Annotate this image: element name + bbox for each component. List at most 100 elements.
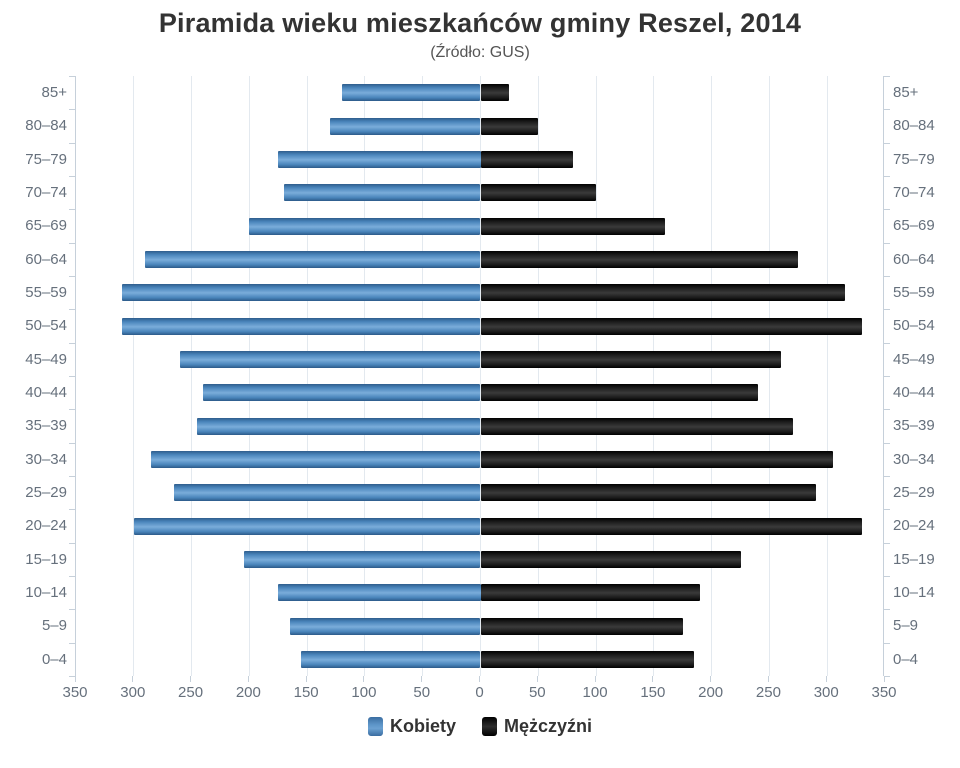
x-axis-tick	[247, 676, 249, 682]
gridline	[422, 76, 424, 676]
y-axis-tick	[884, 209, 890, 211]
x-tick-label: 350	[62, 684, 88, 701]
bar-men-60–64	[480, 250, 799, 268]
bar-men-65–69	[480, 217, 666, 235]
gridline	[768, 76, 770, 676]
age-label-right: 5–9	[893, 617, 919, 635]
plot-area	[75, 76, 884, 676]
x-tick-label: 150	[293, 684, 319, 701]
y-axis-tick	[884, 542, 890, 544]
y-axis-tick	[884, 142, 890, 144]
y-axis-tick	[884, 642, 890, 644]
bar-men-40–44	[480, 384, 758, 402]
x-axis-tick	[74, 676, 76, 682]
gridline	[595, 76, 597, 676]
gridline	[826, 76, 828, 676]
y-axis-tick	[884, 109, 890, 111]
bar-men-45–49	[480, 350, 781, 368]
bar-women-0–4	[301, 650, 481, 668]
legend: Kobiety Mężczyźni	[0, 716, 960, 737]
legend-item-mezczyzni[interactable]: Mężczyźni	[481, 716, 593, 737]
x-axis-tick	[825, 676, 827, 682]
y-axis-tick	[69, 342, 75, 344]
y-axis-tick	[69, 176, 75, 177]
x-axis-tick	[652, 676, 654, 682]
y-axis-tick	[884, 442, 890, 444]
x-axis-tick	[883, 676, 885, 682]
y-axis-tick	[69, 542, 75, 544]
bar-women-75–79	[278, 150, 481, 168]
age-label-right: 70–74	[893, 184, 935, 202]
gridline	[480, 76, 481, 676]
x-tick-label: 200	[235, 684, 261, 701]
chart-subtitle: (Źródło: GUS)	[430, 44, 530, 61]
bar-women-20–24	[133, 517, 481, 535]
x-axis-tick	[594, 676, 596, 682]
y-axis-tick	[69, 209, 75, 211]
y-axis-tick	[69, 242, 75, 244]
legend-item-kobiety[interactable]: Kobiety	[367, 716, 456, 737]
bar-men-70–74	[480, 184, 597, 202]
age-label-right: 45–49	[893, 350, 935, 368]
gridline	[537, 76, 539, 676]
age-label-right: 60–64	[893, 250, 935, 268]
bar-women-80–84	[330, 117, 481, 135]
y-axis-tick	[69, 409, 75, 411]
kobiety-swatch-icon	[367, 717, 383, 736]
x-tick-label: 250	[755, 684, 781, 701]
x-axis-tick	[767, 676, 769, 682]
y-axis-tick	[884, 509, 890, 511]
y-axis-tick	[69, 76, 75, 77]
age-label-right: 0–4	[893, 650, 919, 668]
bar-women-35–39	[197, 417, 481, 435]
age-label-left: 80–84	[25, 117, 67, 135]
gridline	[306, 76, 308, 676]
x-tick-label: 150	[640, 684, 666, 701]
bar-men-10–14	[480, 584, 701, 602]
age-label-right: 20–24	[893, 517, 935, 535]
y-axis-tick	[69, 609, 75, 611]
bar-men-55–59	[480, 284, 845, 302]
age-label-left: 45–49	[25, 350, 67, 368]
y-axis-tick	[884, 376, 890, 377]
bar-men-30–34	[480, 450, 833, 468]
bar-men-20–24	[480, 517, 862, 535]
y-axis-tick	[69, 142, 75, 144]
y-axis-tick	[884, 176, 890, 177]
bar-men-35–39	[480, 417, 793, 435]
age-label-left: 20–24	[25, 517, 67, 535]
age-label-left: 65–69	[25, 217, 67, 235]
age-label-right: 35–39	[893, 417, 935, 435]
age-label-left: 5–9	[41, 617, 67, 635]
y-axis-tick	[69, 442, 75, 444]
age-label-right: 10–14	[893, 584, 935, 602]
gridline	[133, 76, 135, 676]
bar-women-85+	[341, 84, 481, 102]
y-axis-tick	[69, 509, 75, 511]
bar-women-40–44	[203, 384, 481, 402]
x-tick-label: 200	[698, 684, 724, 701]
age-label-right: 15–19	[893, 550, 935, 568]
legend-label-mezczyzni: Mężczyźni	[503, 716, 593, 736]
x-tick-label: 300	[813, 684, 839, 701]
age-label-left: 75–79	[25, 150, 67, 168]
x-tick-label: 100	[582, 684, 608, 701]
x-axis-tick	[536, 676, 538, 682]
x-tick-label: 350	[871, 684, 897, 701]
age-label-right: 50–54	[893, 317, 935, 335]
bar-men-25–29	[480, 484, 816, 502]
gridline	[711, 76, 713, 676]
bar-women-70–74	[284, 184, 481, 202]
bar-men-50–54	[480, 317, 862, 335]
bar-women-60–64	[145, 250, 481, 268]
age-label-right: 25–29	[893, 484, 935, 502]
age-label-right: 40–44	[893, 384, 935, 402]
y-axis-tick	[69, 476, 75, 477]
mezczyzni-swatch-icon	[481, 717, 497, 736]
gridline	[653, 76, 655, 676]
legend-label-kobiety: Kobiety	[389, 716, 456, 736]
x-tick-label: 250	[178, 684, 204, 701]
bar-men-75–79	[480, 150, 573, 168]
age-label-left: 0–4	[41, 650, 67, 668]
age-label-left: 10–14	[25, 584, 67, 602]
